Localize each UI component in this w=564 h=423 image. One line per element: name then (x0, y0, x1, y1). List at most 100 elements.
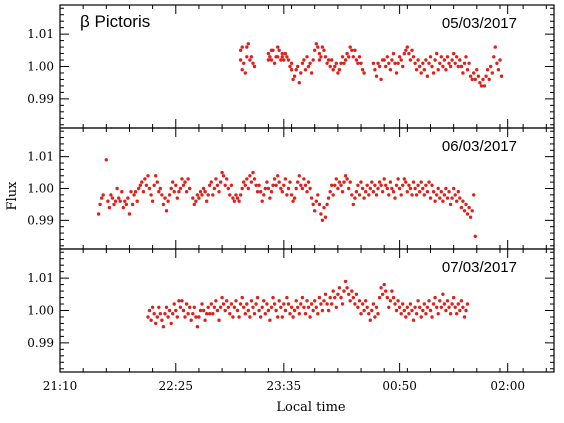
data-point (164, 305, 169, 309)
data-point (427, 61, 431, 65)
data-point (402, 51, 406, 56)
data-point (130, 202, 135, 207)
data-point (402, 177, 406, 181)
data-point (377, 295, 382, 300)
data-point (322, 299, 326, 303)
data-point (353, 302, 357, 306)
data-point (385, 55, 389, 59)
data-point (401, 64, 405, 69)
data-point (377, 180, 382, 184)
data-point (487, 77, 491, 82)
data-point (150, 305, 155, 309)
data-point (229, 183, 234, 187)
data-point (242, 180, 246, 184)
data-point (283, 177, 288, 181)
data-point (370, 180, 374, 184)
data-point (265, 180, 269, 184)
data-point (348, 180, 352, 184)
data-point (442, 302, 447, 306)
data-point (188, 305, 192, 309)
data-point (214, 177, 218, 181)
data-point (240, 295, 244, 300)
data-point (289, 61, 294, 65)
data-point (418, 190, 422, 194)
data-point (340, 302, 345, 306)
data-point (283, 51, 288, 56)
data-point (302, 305, 306, 309)
data-point (249, 180, 254, 184)
data-point (416, 58, 420, 62)
data-point (127, 212, 132, 216)
data-point (175, 315, 179, 319)
data-point (255, 190, 260, 194)
data-point (268, 55, 272, 59)
y-tick-label: 1.01 (27, 27, 54, 41)
data-point (342, 180, 346, 184)
data-point (455, 55, 459, 59)
data-point (371, 190, 376, 194)
y-tick-label: 1.00 (27, 182, 54, 196)
data-point (396, 61, 400, 65)
data-point (299, 71, 303, 75)
data-point (424, 183, 428, 187)
data-point (438, 61, 442, 65)
data-point (296, 64, 300, 69)
data-point (336, 186, 340, 191)
data-point (223, 308, 227, 313)
data-point (249, 299, 254, 303)
data-point (308, 315, 312, 319)
data-point (373, 68, 377, 72)
chart-title: β Pictoris (80, 12, 150, 31)
data-point (387, 61, 391, 65)
data-point (439, 190, 443, 194)
data-point (325, 302, 329, 306)
data-point (425, 74, 430, 78)
data-point (496, 68, 501, 72)
data-point (178, 186, 183, 191)
y-tick-label: 1.00 (27, 304, 54, 318)
data-point (282, 183, 286, 187)
data-point (144, 183, 149, 187)
data-point (297, 312, 301, 316)
data-point (174, 183, 178, 187)
data-point (303, 183, 308, 187)
data-point (399, 193, 403, 197)
data-point (493, 45, 497, 49)
data-point (428, 308, 433, 313)
data-point (292, 74, 297, 78)
data-point (472, 71, 476, 75)
data-point (456, 190, 460, 194)
data-point (330, 302, 334, 306)
data-point (410, 308, 414, 313)
data-point (353, 196, 357, 200)
data-point (322, 48, 326, 52)
data-point (470, 209, 474, 213)
data-point (360, 68, 365, 72)
data-point (368, 318, 372, 322)
data-point (323, 292, 328, 296)
data-point (404, 315, 408, 319)
data-point (343, 174, 348, 178)
data-point (468, 215, 473, 219)
data-point (245, 302, 249, 306)
data-point (194, 199, 198, 203)
data-point (473, 77, 477, 82)
data-point (197, 196, 201, 200)
data-point (356, 61, 360, 65)
data-point (379, 183, 383, 187)
data-point (359, 61, 363, 65)
data-point (313, 48, 317, 52)
data-point (442, 58, 447, 62)
data-point (453, 193, 457, 197)
data-point (243, 71, 247, 75)
data-point (350, 48, 354, 52)
data-point (157, 190, 161, 194)
panel-3: 1.01 1.00 0.99 07/03/2017 (27, 248, 555, 373)
data-point (430, 183, 434, 187)
data-point (374, 193, 379, 197)
data-point (433, 58, 437, 62)
data-point (385, 295, 389, 300)
data-point (235, 196, 240, 200)
data-point (245, 55, 249, 59)
data-point (161, 202, 166, 207)
